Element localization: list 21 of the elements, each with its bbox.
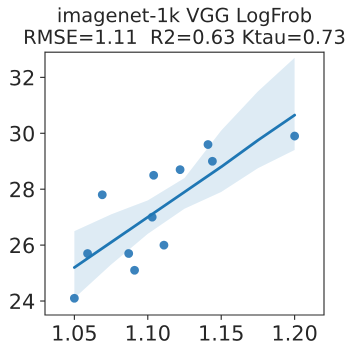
x-tick-label: 1.15 [200,325,243,341]
point [98,190,107,200]
line-series [72,114,296,269]
point [70,294,79,303]
point [149,170,158,180]
y-tick-label: 28 [10,182,34,198]
point [208,156,217,166]
y-tick-label: 32 [10,70,34,86]
y-tick-label: 24 [10,293,34,309]
point [290,132,300,140]
point [204,140,212,149]
x-tick-label: 1.10 [126,325,170,341]
point [130,266,139,275]
point [176,165,184,174]
y-tick-label: 26 [10,238,34,254]
x-tick-label: 1.05 [53,325,96,341]
point [124,249,134,258]
point [160,240,168,250]
chart-title: imagenet-1k VGG LogFrob RMSE=1.11 R2=0.63 Ktau=0.73 [25,7,344,44]
y-tick-label: 30 [10,126,34,142]
x-tick-label: 1.20 [274,325,316,341]
